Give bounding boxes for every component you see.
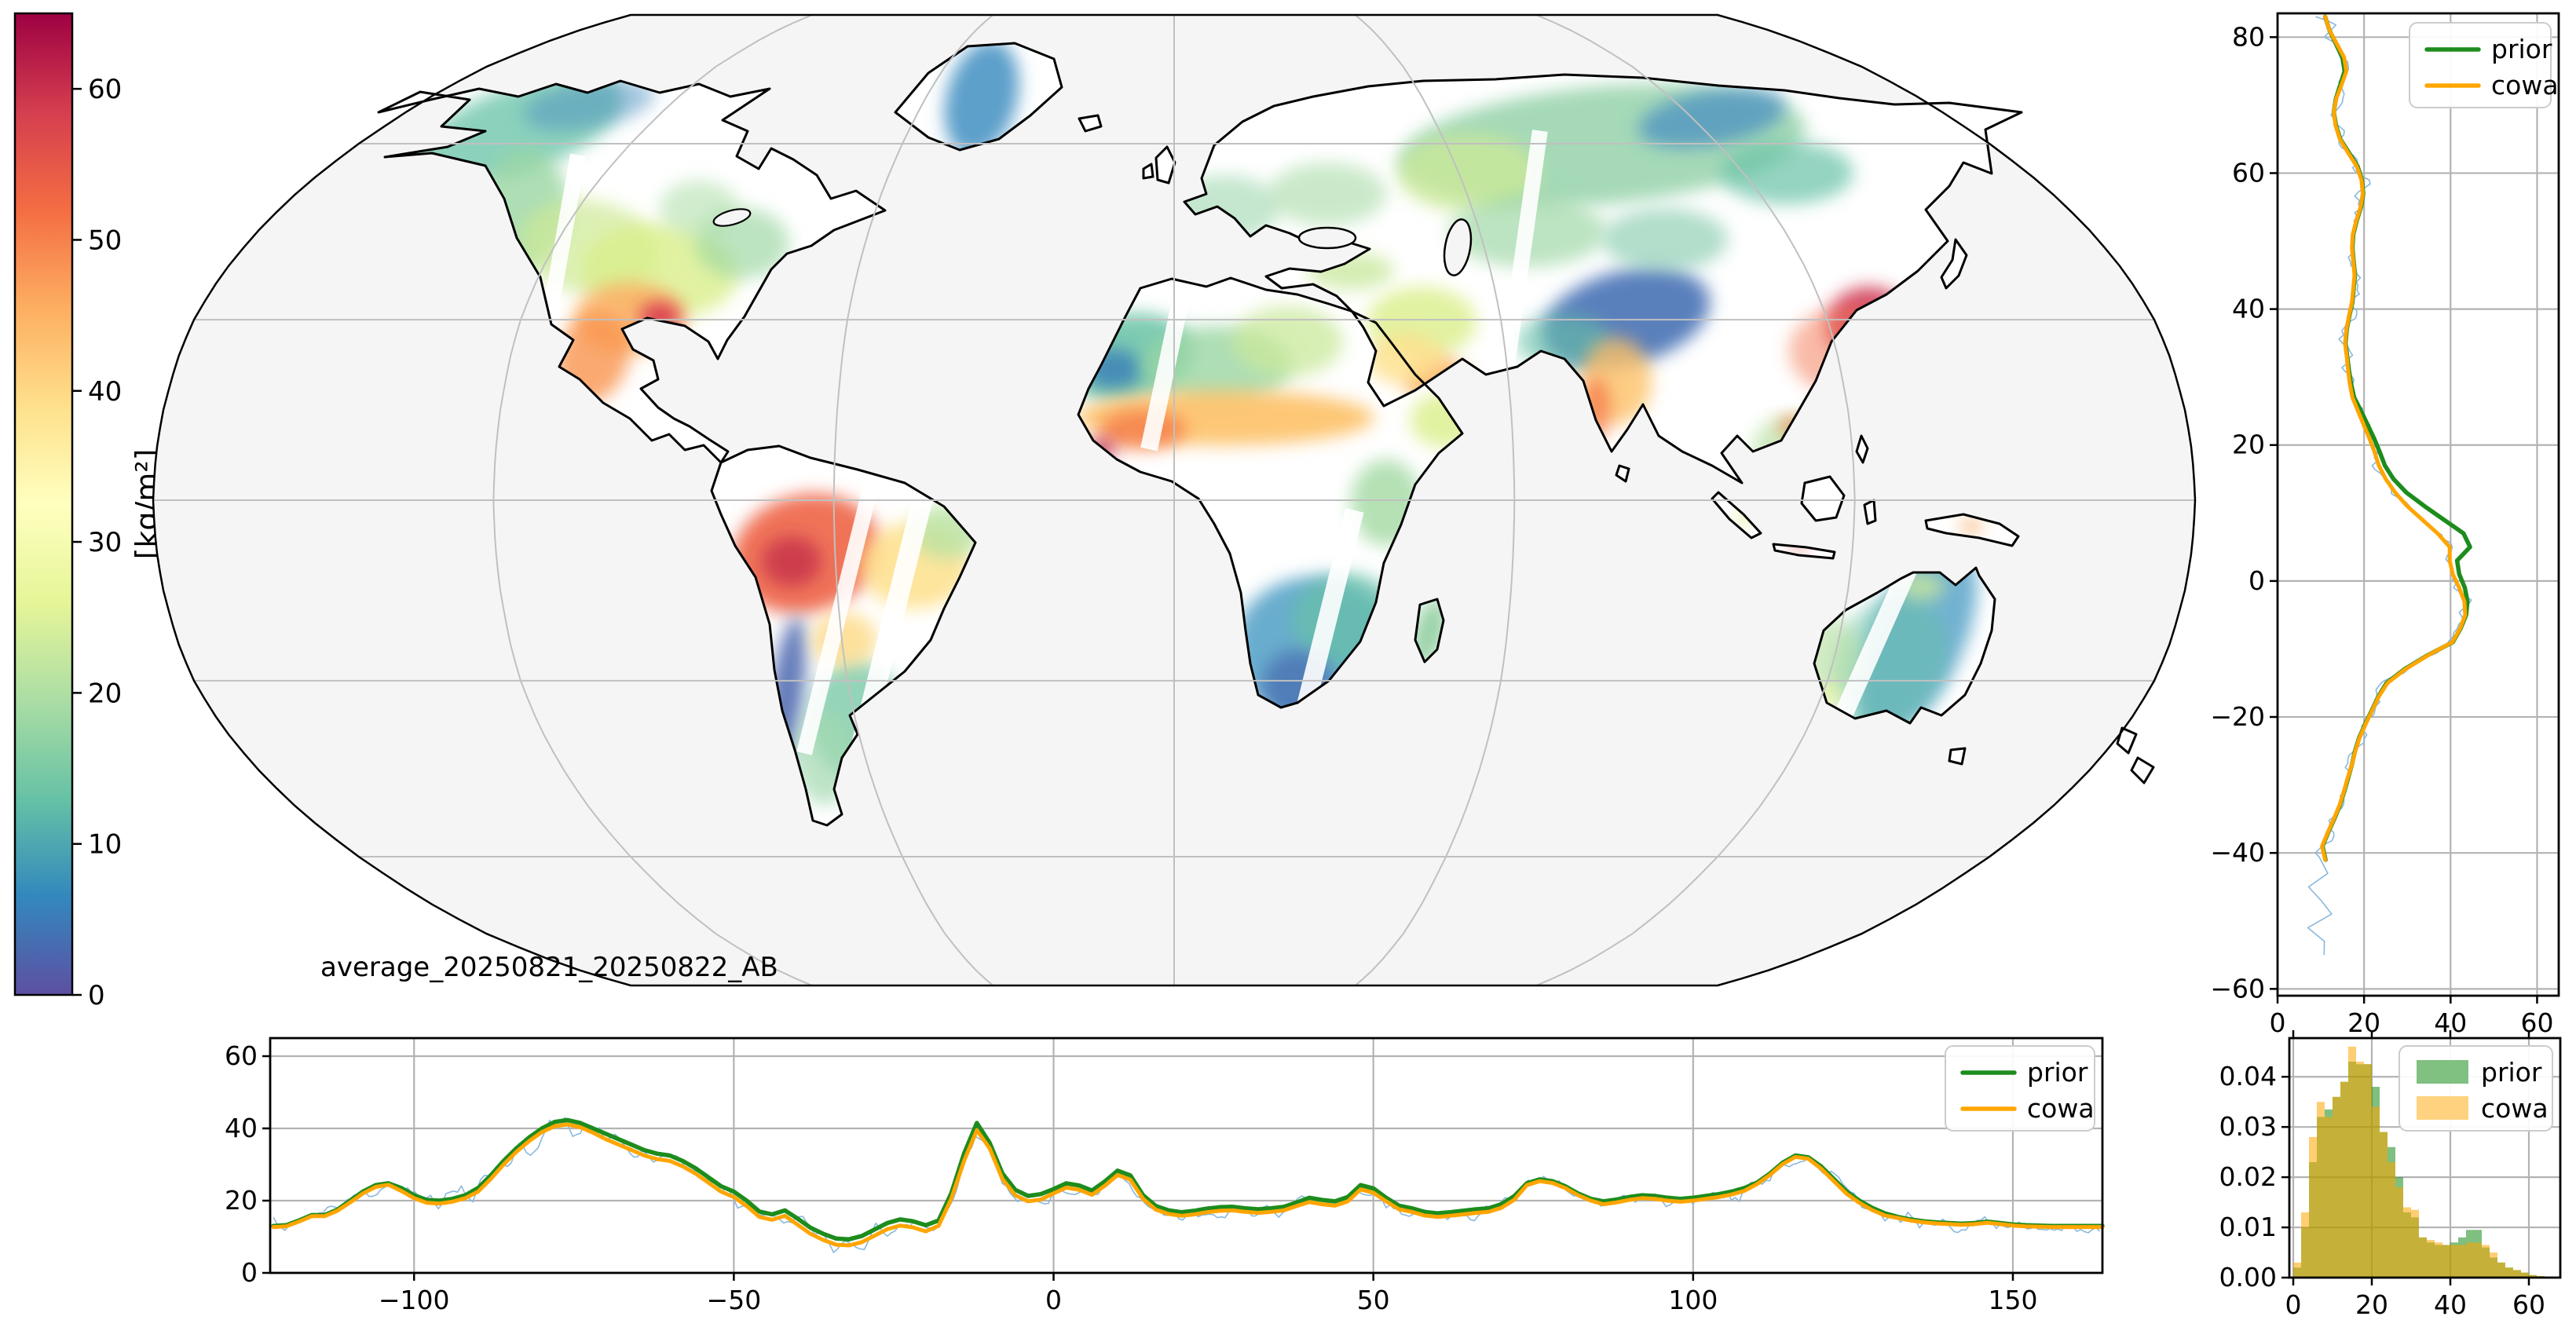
svg-text:10: 10 <box>88 829 122 861</box>
svg-text:−50: −50 <box>707 1285 762 1315</box>
svg-text:0: 0 <box>2249 565 2265 596</box>
svg-text:0.00: 0.00 <box>2219 1262 2277 1293</box>
svg-text:0.02: 0.02 <box>2219 1161 2277 1192</box>
svg-text:cowa: cowa <box>2491 70 2559 101</box>
svg-text:20: 20 <box>225 1185 258 1216</box>
svg-text:−60: −60 <box>2210 973 2265 1004</box>
svg-text:0: 0 <box>2285 1289 2302 1320</box>
svg-text:0: 0 <box>1045 1285 1062 1315</box>
svg-text:50: 50 <box>1357 1285 1390 1315</box>
map-frame <box>152 13 2197 987</box>
map-graticule <box>153 14 2195 986</box>
svg-text:0.01: 0.01 <box>2219 1212 2277 1242</box>
svg-text:−20: −20 <box>2210 701 2265 732</box>
svg-text:50: 50 <box>88 225 122 256</box>
svg-text:60: 60 <box>88 74 122 105</box>
svg-text:60: 60 <box>2232 157 2265 188</box>
svg-text:cowa: cowa <box>2481 1093 2549 1124</box>
svg-text:0: 0 <box>2270 1007 2286 1038</box>
svg-text:cowa: cowa <box>2027 1093 2095 1124</box>
colorbar: 0 10 20 30 40 50 60 <box>13 12 122 1011</box>
svg-text:prior: prior <box>2027 1057 2088 1088</box>
svg-text:0: 0 <box>241 1257 258 1288</box>
svg-text:20: 20 <box>2355 1289 2388 1320</box>
caspian-sea <box>1443 218 1473 276</box>
svg-text:60: 60 <box>2520 1007 2553 1038</box>
svg-text:150: 150 <box>1988 1285 2037 1315</box>
svg-text:40: 40 <box>2232 294 2265 324</box>
world-map: average_20250821_20250822_AB <box>152 13 2197 987</box>
svg-text:−100: −100 <box>379 1285 450 1315</box>
svg-text:30: 30 <box>88 527 122 558</box>
histogram-plot: 0 20 40 60 0.00 0.01 0.02 0.03 0.04 prior cowa <box>2219 1030 2562 1320</box>
svg-text:0.03: 0.03 <box>2219 1111 2277 1142</box>
svg-text:100: 100 <box>1668 1285 1718 1315</box>
svg-text:40: 40 <box>2434 1289 2467 1320</box>
svg-text:−40: −40 <box>2210 837 2265 868</box>
longitude-profile-plot: −100 −50 0 50 100 150 0 20 40 60 prior cowa <box>225 1037 2105 1315</box>
svg-text:prior: prior <box>2481 1057 2542 1088</box>
great-lakes <box>712 208 752 227</box>
map-inland-seas <box>712 208 1473 276</box>
svg-text:20: 20 <box>2232 430 2265 460</box>
black-sea <box>1297 226 1357 250</box>
svg-text:40: 40 <box>225 1113 258 1143</box>
map-annotation: average_20250821_20250822_AB <box>320 952 778 983</box>
svg-text:20: 20 <box>88 678 122 709</box>
svg-text:60: 60 <box>225 1040 258 1071</box>
svg-text:20: 20 <box>2347 1007 2380 1038</box>
svg-text:0: 0 <box>88 980 105 1011</box>
svg-text:0.04: 0.04 <box>2219 1061 2277 1091</box>
svg-text:80: 80 <box>2232 21 2265 52</box>
svg-text:40: 40 <box>88 376 122 408</box>
svg-text:60: 60 <box>2512 1289 2545 1320</box>
svg-text:prior: prior <box>2491 34 2552 64</box>
